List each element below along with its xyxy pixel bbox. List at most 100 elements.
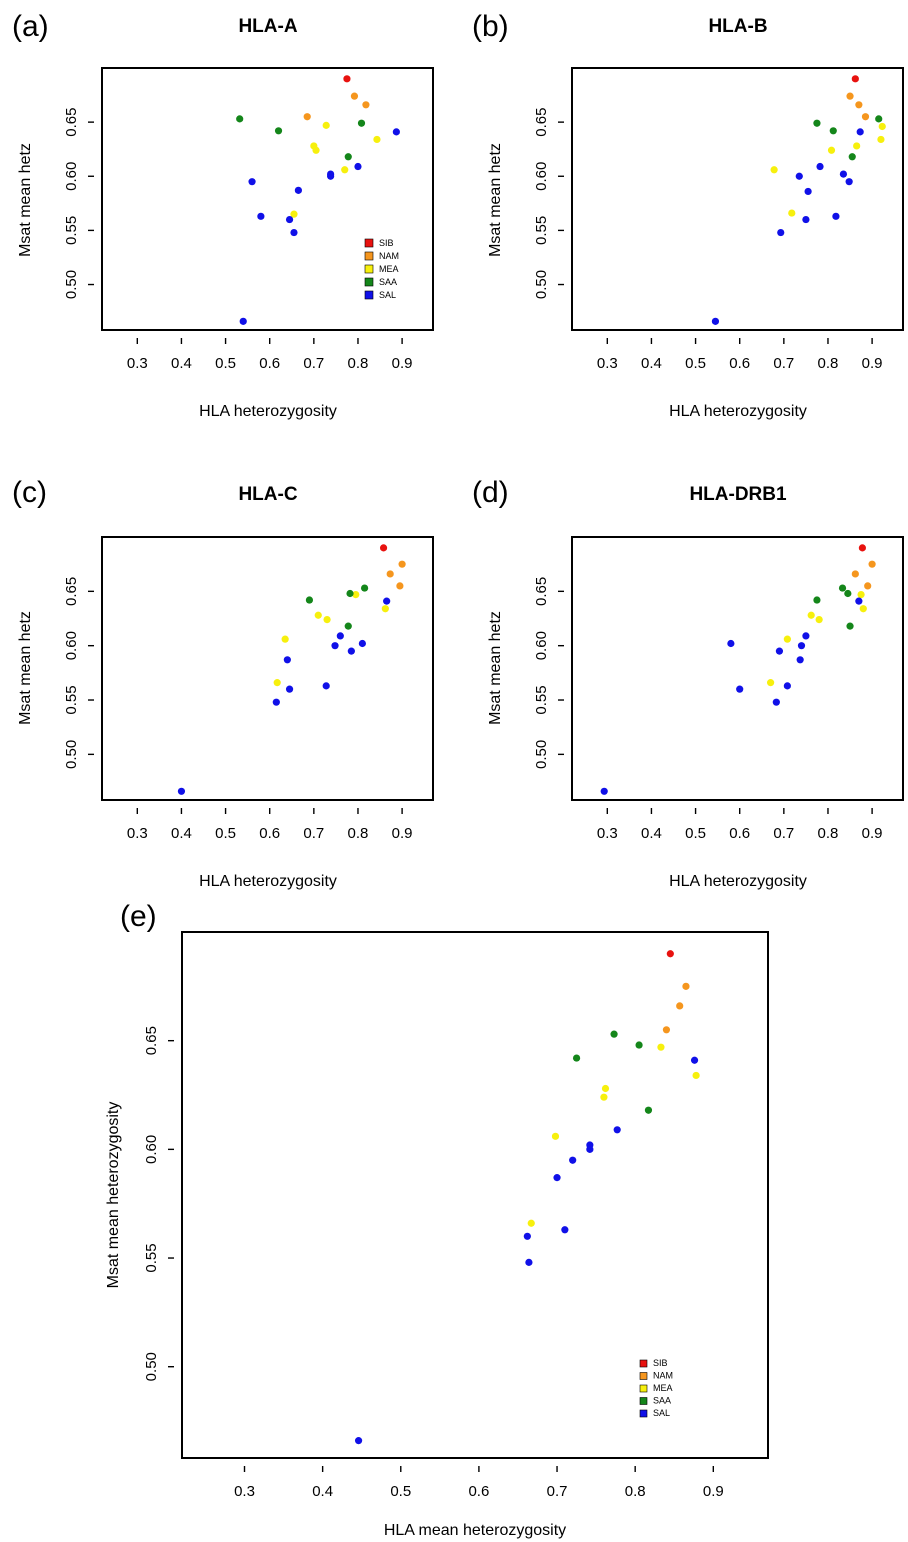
x-tick-label: 0.4 (641, 825, 662, 842)
data-point (352, 590, 360, 599)
data-point (827, 146, 836, 154)
y-tick-label: 0.55 (533, 685, 550, 714)
data-point (336, 632, 344, 640)
legend-swatch (639, 1397, 648, 1405)
data-point (813, 119, 821, 127)
data-point (350, 92, 359, 100)
x-tick-label: 0.5 (215, 825, 236, 842)
series-nam (851, 560, 876, 590)
data-point (303, 113, 311, 121)
y-tick-label: 0.60 (63, 631, 80, 660)
data-point (527, 1219, 535, 1227)
data-point (600, 1093, 608, 1101)
x-tick-label: 0.8 (818, 355, 839, 372)
x-tick-label: 0.3 (597, 355, 618, 372)
data-point (561, 1226, 569, 1234)
data-point (601, 1084, 610, 1093)
data-point (236, 115, 244, 123)
x-axis-label: HLA heterozygosity (669, 403, 807, 420)
data-point (878, 122, 886, 131)
data-point (802, 215, 810, 224)
data-point (343, 75, 351, 83)
data-point (838, 584, 847, 592)
data-point (322, 682, 330, 690)
series-nam (662, 982, 690, 1034)
x-tick-label: 0.9 (862, 825, 883, 842)
panel-d: (d) HLA-DRB1 0.3 0.4 0.5 0.6 0.7 0.8 0.9 0.50 0.55… (472, 476, 904, 890)
data-point (373, 135, 381, 144)
x-tick-label: 0.9 (703, 1483, 724, 1500)
data-point (797, 642, 806, 650)
data-point (844, 589, 852, 598)
legend-label: SAA (379, 277, 397, 287)
chart-title: HLA-B (708, 16, 767, 37)
x-tick-label: 0.4 (171, 825, 192, 842)
x-tick-label: 0.4 (641, 355, 662, 372)
y-tick-label: 0.60 (533, 631, 550, 660)
x-tick-label: 0.3 (127, 825, 148, 842)
x-tick-label: 0.3 (127, 355, 148, 372)
x-axis-label: HLA mean heterozygosity (384, 1522, 566, 1539)
y-tick-label: 0.60 (63, 162, 80, 191)
data-point (829, 127, 837, 135)
data-point (362, 101, 370, 109)
data-point (383, 597, 391, 605)
x-tick-label: 0.5 (390, 1483, 411, 1500)
panel-label: (c) (12, 476, 47, 509)
data-point (711, 317, 720, 325)
data-point (855, 101, 863, 109)
data-point (272, 698, 280, 706)
x-tick-label: 0.4 (171, 355, 192, 372)
y-tick-label: 0.55 (533, 216, 550, 245)
legend-label: MEA (653, 1383, 673, 1393)
data-point (344, 153, 352, 161)
x-tick-label: 0.7 (547, 1483, 568, 1500)
x-tick-label: 0.9 (392, 355, 413, 372)
x-tick-label: 0.7 (773, 355, 794, 372)
y-axis-label: Msat mean hetz (17, 143, 34, 257)
data-point (848, 153, 856, 161)
series-sib (343, 75, 351, 83)
series-mea (290, 121, 381, 218)
x-axis-label: HLA heterozygosity (199, 873, 337, 890)
x-tick-label: 0.8 (348, 355, 369, 372)
data-point (868, 560, 876, 568)
data-point (807, 611, 815, 619)
data-point (666, 950, 674, 958)
data-point (788, 209, 796, 217)
data-point (858, 544, 866, 552)
data-point (525, 1258, 533, 1266)
x-tick-label: 0.3 (597, 825, 618, 842)
legend-label: SAL (653, 1408, 670, 1418)
data-point (796, 656, 804, 664)
series-sib (851, 75, 859, 83)
legend-swatch (639, 1384, 648, 1393)
data-point (357, 119, 366, 127)
data-point (569, 1156, 577, 1164)
plot-frame (181, 931, 769, 1459)
data-point (354, 162, 362, 171)
data-point (877, 135, 885, 144)
data-point (676, 1002, 684, 1010)
x-tick-label: 0.9 (862, 355, 883, 372)
data-point (613, 1126, 621, 1134)
data-point (772, 698, 780, 706)
x-tick-label: 0.7 (303, 355, 324, 372)
y-tick-label: 0.65 (533, 108, 550, 137)
series-sib (858, 544, 866, 552)
data-point (851, 570, 859, 578)
series-sal (354, 1056, 699, 1445)
data-point (553, 1174, 561, 1182)
legend-label: SAA (653, 1396, 671, 1406)
data-point (248, 178, 256, 186)
y-tick-label: 0.60 (143, 1135, 160, 1164)
data-point (804, 187, 812, 196)
data-point (398, 560, 406, 568)
x-axis-label: HLA heterozygosity (669, 873, 807, 890)
data-point (322, 121, 330, 129)
panel-label: (a) (12, 10, 49, 43)
data-point (845, 178, 853, 186)
x-tick-label: 0.6 (468, 1483, 489, 1500)
data-point (644, 1106, 653, 1114)
